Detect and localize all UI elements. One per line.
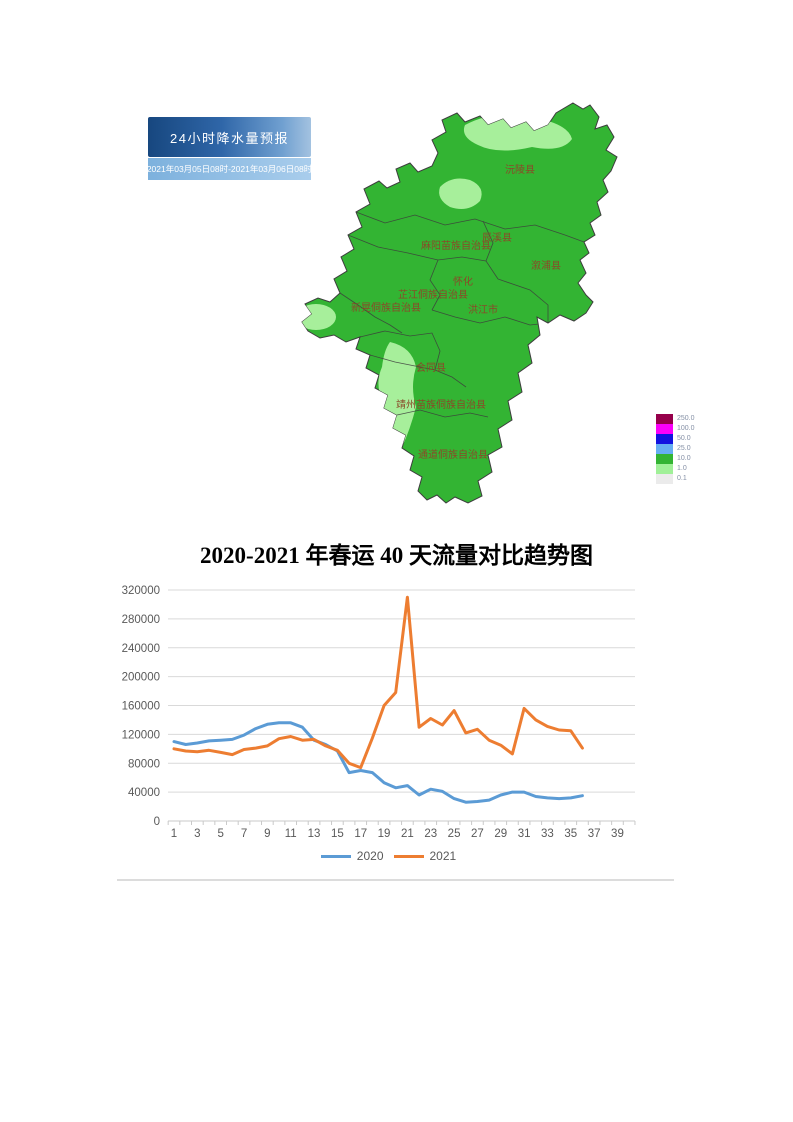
precip-legend-row: 50.0 <box>656 434 695 444</box>
chart-legend: 2020 2021 <box>0 849 785 863</box>
map-title-bar: 24小时降水量预报 <box>148 117 311 157</box>
x-tick-label: 39 <box>611 828 624 840</box>
precip-legend-swatch <box>656 444 673 454</box>
county-label: 会同县 <box>416 361 446 374</box>
precip-legend-row: 250.0 <box>656 414 695 424</box>
precip-legend-row: 100.0 <box>656 424 695 434</box>
precipitation-legend: 250.0 100.0 50.0 25.0 10.0 1.0 0.1 <box>656 414 695 484</box>
precip-legend-value: 25.0 <box>677 445 691 452</box>
y-tick-label: 80000 <box>128 758 160 770</box>
chart-title: 2020-2021 年春运 40 天流量对比趋势图 <box>200 543 593 568</box>
precip-legend-swatch <box>656 474 673 484</box>
precip-legend-swatch <box>656 454 673 464</box>
precip-legend-value: 0.1 <box>677 475 687 482</box>
county-label: 通道侗族自治县 <box>418 448 488 461</box>
x-tick-label: 25 <box>448 828 461 840</box>
prefecture-outline <box>301 102 618 504</box>
legend-label-2020: 2020 <box>356 849 384 863</box>
precip-legend-swatch <box>656 424 673 434</box>
x-tick-label: 3 <box>194 828 200 840</box>
x-tick-label: 17 <box>354 828 367 840</box>
legend-item-2020: 2020 <box>320 849 384 863</box>
legend-item-2021: 2021 <box>393 849 457 863</box>
map-date-range: 2021年03月05日08时-2021年03月06日08时 <box>146 164 313 174</box>
precip-legend-row: 1.0 <box>656 464 695 474</box>
x-tick-label: 37 <box>588 828 601 840</box>
county-label: 洪江市 <box>468 303 498 316</box>
x-tick-label: 31 <box>518 828 531 840</box>
x-tick-label: 21 <box>401 828 414 840</box>
x-tick-label: 15 <box>331 828 344 840</box>
x-tick-label: 1 <box>171 828 177 840</box>
map-title: 24小时降水量预报 <box>170 130 289 146</box>
x-tick-label: 13 <box>308 828 321 840</box>
legend-line-2021 <box>393 854 424 858</box>
x-axis-labels: 1 3 5 7 9 11 13 15 17 19 21 23 25 27 29 31 33 35 37 39 <box>171 828 624 840</box>
series-line-2020 <box>172 721 584 804</box>
y-tick-label: 160000 <box>122 701 160 713</box>
x-tick-label: 29 <box>494 828 507 840</box>
precip-legend-value: 10.0 <box>677 455 691 462</box>
precip-legend-row: 10.0 <box>656 454 695 464</box>
x-tick-label: 9 <box>264 828 270 840</box>
y-tick-label: 120000 <box>122 729 160 741</box>
county-label: 溆浦县 <box>531 259 561 272</box>
x-tick-label: 5 <box>217 828 223 840</box>
divider-line <box>117 879 674 881</box>
county-borders <box>339 211 585 418</box>
y-tick-label: 320000 <box>122 585 160 597</box>
y-tick-label: 200000 <box>122 672 160 684</box>
x-tick-label: 23 <box>424 828 437 840</box>
x-axis-ticks <box>167 821 636 825</box>
county-label: 沅陵县 <box>505 163 535 176</box>
county-label: 怀化 <box>453 275 473 288</box>
gridlines <box>168 589 635 793</box>
precip-legend-value: 50.0 <box>677 435 691 442</box>
precip-legend-value: 100.0 <box>677 425 695 432</box>
precip-legend-swatch <box>656 434 673 444</box>
x-tick-label: 7 <box>241 828 247 840</box>
y-tick-label: 40000 <box>128 787 160 799</box>
precip-legend-value: 250.0 <box>677 415 695 422</box>
traffic-chart-svg: 0 40000 80000 120000 160000 200000 240000 28000… <box>122 585 636 840</box>
x-tick-label: 11 <box>285 828 297 840</box>
precip-legend-row: 25.0 <box>656 444 695 454</box>
x-tick-label: 27 <box>471 828 484 840</box>
county-label: 麻阳苗族自治县 <box>421 239 491 252</box>
series-line-2021 <box>172 595 584 770</box>
x-tick-label: 35 <box>564 828 577 840</box>
y-tick-label: 240000 <box>122 643 160 655</box>
county-label: 辰溪县 <box>482 232 512 244</box>
precip-legend-row: 0.1 <box>656 474 695 484</box>
y-tick-label: 0 <box>154 816 160 828</box>
county-label: 芷江侗族自治县 <box>398 288 468 301</box>
x-tick-label: 33 <box>541 828 554 840</box>
map-date-bar: 2021年03月05日08时-2021年03月06日08时 <box>146 158 313 180</box>
precip-legend-value: 1.0 <box>677 465 687 472</box>
x-tick-label: 19 <box>378 828 391 840</box>
precip-legend-swatch <box>656 414 673 424</box>
y-axis-labels: 0 40000 80000 120000 160000 200000 240000 28000… <box>122 585 160 828</box>
precip-legend-swatch <box>656 464 673 474</box>
county-label: 靖州苗族侗族自治县 <box>396 398 486 411</box>
legend-line-2020 <box>320 854 351 858</box>
legend-label-2021: 2021 <box>429 849 457 863</box>
y-tick-label: 280000 <box>122 614 160 626</box>
county-label: 新晃侗族自治县 <box>351 301 421 314</box>
